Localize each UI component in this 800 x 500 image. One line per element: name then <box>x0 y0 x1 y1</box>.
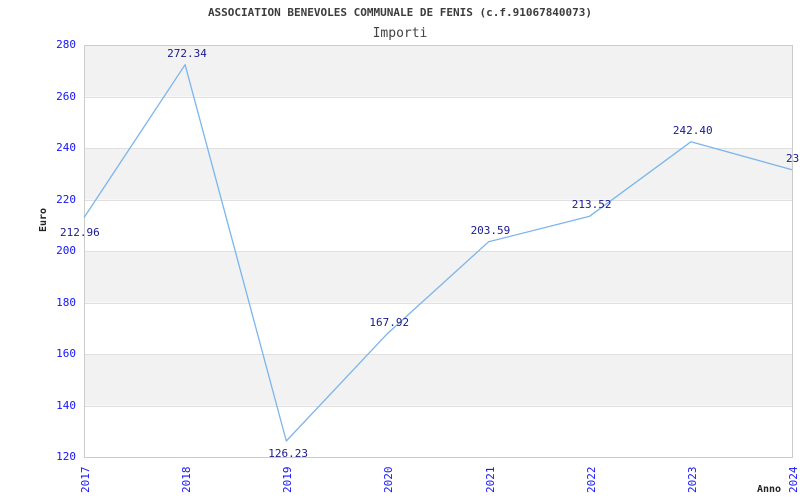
x-tick-label: 2024 <box>787 466 800 494</box>
x-tick-label: 2021 <box>483 466 497 494</box>
x-tick-label: 2019 <box>281 466 295 494</box>
y-axis-title: Euro <box>38 207 49 232</box>
y-tick-label: 160 <box>56 347 76 360</box>
x-axis-title: Anno <box>757 484 782 495</box>
chart-subtitle: Importi <box>372 26 428 41</box>
y-tick-label: 280 <box>56 38 76 51</box>
data-point-label: 212.96 <box>60 225 100 239</box>
x-tick-label: 2020 <box>382 466 396 494</box>
y-tick-label: 240 <box>56 141 76 154</box>
y-tick-label: 140 <box>56 398 76 412</box>
y-tick-label: 200 <box>56 244 76 257</box>
y-tick-label: 120 <box>56 450 76 463</box>
data-point-label: 231.5 <box>786 151 800 165</box>
y-tick-label: 180 <box>56 295 76 309</box>
x-tick-label: 2022 <box>584 466 598 494</box>
chart-title: ASSOCIATION BENEVOLES COMMUNALE DE FENIS… <box>207 6 593 19</box>
x-tick-label: 2023 <box>685 466 699 494</box>
x-tick-label: 2017 <box>79 466 92 494</box>
data-point-label: 213.52 <box>571 198 612 212</box>
y-tick-label: 220 <box>56 192 76 206</box>
x-tick-label: 2018 <box>180 466 194 494</box>
gridlines <box>84 45 792 458</box>
background-bands <box>84 45 792 406</box>
data-point-label: 167.92 <box>369 315 410 329</box>
data-point-label: 203.59 <box>470 223 511 237</box>
data-point-label: 242.40 <box>672 123 713 137</box>
data-series-line[interactable] <box>83 64 793 442</box>
data-point-label: 126.23 <box>268 446 309 460</box>
data-point-label: 272.34 <box>167 46 207 60</box>
y-tick-label: 260 <box>56 89 76 103</box>
plot-border <box>84 45 793 458</box>
